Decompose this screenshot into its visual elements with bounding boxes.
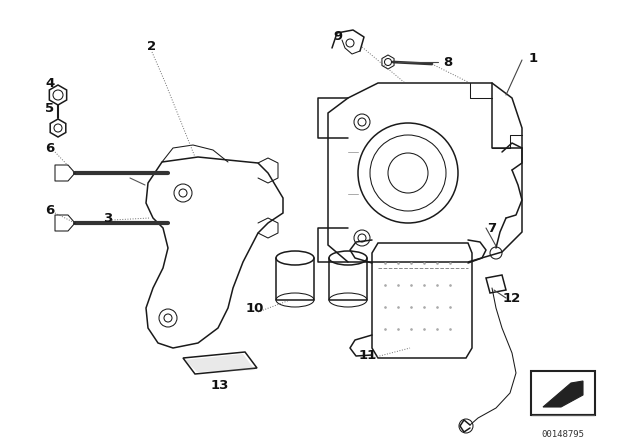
- Text: 10: 10: [246, 302, 264, 314]
- Text: 7: 7: [488, 221, 497, 234]
- Text: 6: 6: [45, 203, 54, 216]
- Text: 3: 3: [104, 211, 113, 224]
- Text: 6: 6: [45, 142, 54, 155]
- Bar: [531, 371, 595, 415]
- Text: 4: 4: [45, 77, 54, 90]
- Text: 12: 12: [503, 292, 521, 305]
- Text: 9: 9: [333, 30, 342, 43]
- Text: 1: 1: [529, 52, 538, 65]
- Polygon shape: [185, 354, 255, 372]
- Text: 8: 8: [444, 56, 452, 69]
- Text: 00148795: 00148795: [541, 430, 584, 439]
- Polygon shape: [543, 381, 583, 407]
- Text: 13: 13: [211, 379, 229, 392]
- Text: 5: 5: [45, 102, 54, 115]
- Text: 2: 2: [147, 39, 157, 52]
- Text: 11: 11: [359, 349, 377, 362]
